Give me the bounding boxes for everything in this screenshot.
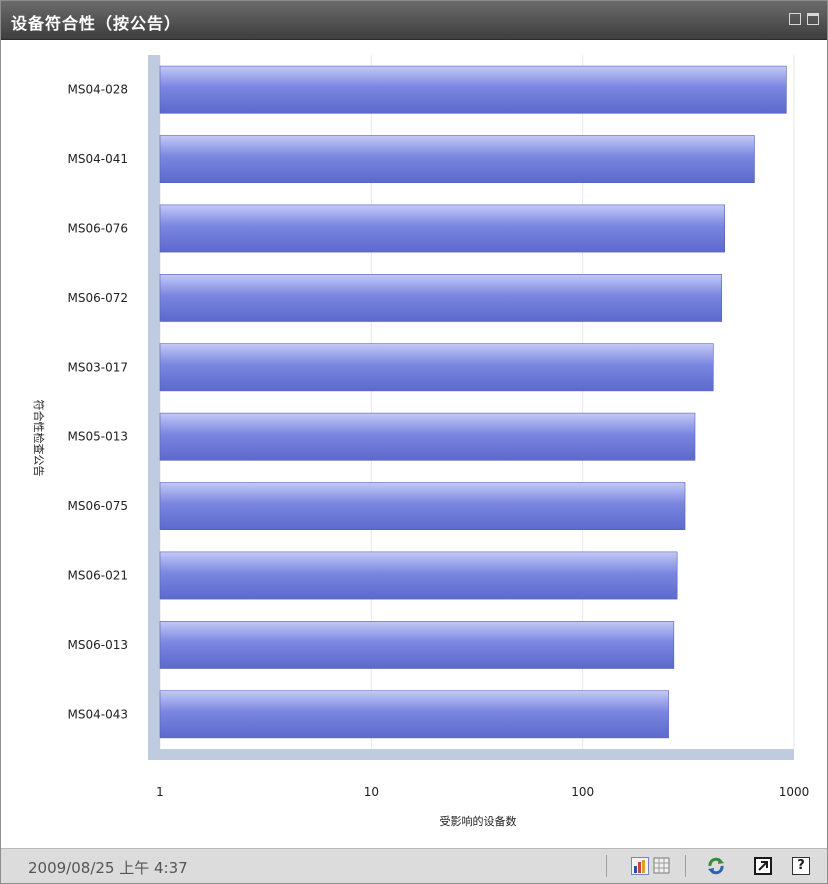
table-view-icon[interactable] [653,857,671,875]
bar-ms05-013[interactable] [159,412,696,461]
x-tick-label: 100 [571,785,594,799]
category-label: MS05-013 [68,430,128,444]
footer-divider [685,855,686,877]
footer-divider [606,855,607,877]
bar-ms06-072[interactable] [159,274,723,322]
category-label: MS03-017 [68,360,128,374]
maximize-icon[interactable] [807,13,819,25]
help-icon[interactable]: ? [792,857,810,875]
title-bar: 设备符合性（按公告） [1,1,827,40]
category-label: MS04-028 [68,83,128,97]
bar-ms06-075[interactable] [159,482,686,530]
footer-bar: 2009/08/25 上午 4:37 [1,848,827,883]
bar-ms04-041[interactable] [159,135,755,183]
category-label: MS06-021 [68,569,128,583]
panel-title: 设备符合性（按公告） [11,14,182,33]
category-label: MS06-076 [68,222,128,236]
x-tick-label: 1000 [779,785,810,799]
last-updated-timestamp: 2009/08/25 上午 4:37 [28,859,188,877]
category-label: MS04-043 [68,707,128,721]
y-axis-wall [148,55,160,749]
category-label: MS06-072 [68,291,128,305]
bar-ms06-021[interactable] [159,551,678,600]
category-label: MS04-041 [68,152,128,166]
x-axis-floor [148,749,794,760]
bar-ms04-028[interactable] [159,65,787,114]
x-tick-label: 10 [364,785,379,799]
x-tick-label: 1 [156,785,164,799]
category-label: MS06-013 [68,638,128,652]
open-external-icon[interactable] [754,857,772,875]
bar-chart: MS04-028 MS04-041 MS06-076 MS06-072 MS03-017… [32,55,810,828]
x-axis-label: 受影响的设备数 [440,814,517,828]
minimize-icon[interactable] [789,13,801,25]
bar-ms03-017[interactable] [159,343,714,392]
y-axis-label: 符合性检查公告 [32,400,46,477]
refresh-icon[interactable] [707,857,725,875]
category-label: MS06-075 [68,499,128,513]
bar-chart-view-icon[interactable] [631,857,649,875]
bar-ms04-043[interactable] [159,690,669,739]
bar-ms06-013[interactable] [159,621,675,669]
bar-ms06-076[interactable] [159,204,726,253]
